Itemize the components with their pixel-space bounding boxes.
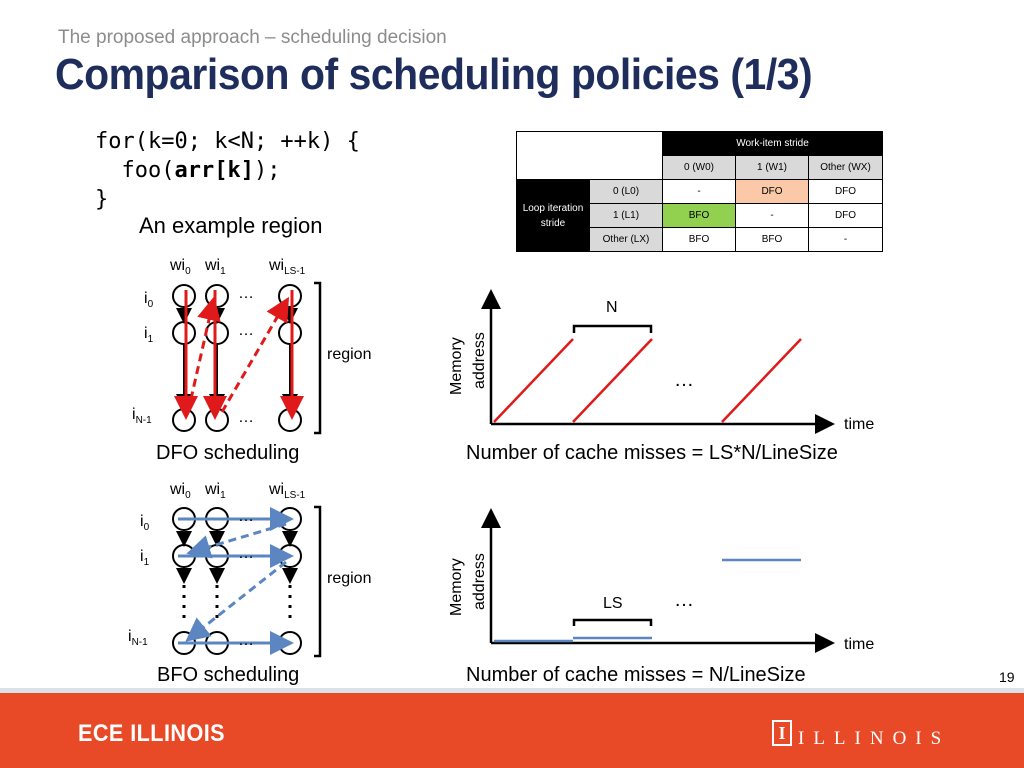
row-header-lx: Other (LX): [589, 227, 663, 252]
bfo-ellipsis: …: [238, 632, 254, 649]
example-caption: An example region: [139, 213, 323, 238]
top-series-segment: [493, 338, 574, 423]
bfo-schedule-arrows: [178, 507, 294, 655]
top-series-segment: [721, 338, 802, 423]
table-corner: [516, 131, 663, 180]
dfo-row-label-i1: i1: [144, 325, 154, 346]
dfo-node: [205, 321, 229, 345]
top-y-label-address: address: [471, 332, 488, 389]
dfo-node: [278, 408, 302, 432]
dfo-schedule-arrows: [174, 290, 304, 420]
slide-subtitle: The proposed approach – scheduling decis…: [58, 27, 447, 48]
bottom-brace: [572, 618, 653, 626]
bottom-plot-ellipsis: …: [674, 589, 694, 611]
code-line-1: for(k=0; k<N; ++k) {: [95, 129, 360, 154]
col-header-w1: 1 (W1): [735, 155, 809, 180]
row-group-header: Loop iteration stride: [516, 179, 590, 252]
dfo-ellipsis: …: [238, 322, 254, 339]
dfo-node: [205, 408, 229, 432]
bottom-y-label-address: address: [471, 553, 488, 610]
top-series-segment: [572, 338, 653, 423]
code-snippet: for(k=0; k<N; ++k) { foo(arr[k]); }: [95, 127, 360, 214]
footer-ece-illinois: ECE ILLINOIS: [78, 720, 226, 747]
cell-l0-w0: -: [662, 179, 736, 204]
dfo-col-label-wi0: wi0: [170, 257, 191, 278]
code-line-2-bold: arr[k]: [174, 158, 254, 183]
bfo-region-label: region: [327, 570, 372, 587]
cell-lx-wx: -: [808, 227, 883, 252]
dfo-region-label: region: [327, 346, 372, 363]
illinois-logo-icon: I: [772, 720, 792, 746]
bfo-row-label-i1: i1: [140, 548, 150, 569]
top-x-label: time: [844, 416, 875, 433]
logo-letter: I: [778, 723, 786, 743]
dfo-node: [172, 284, 196, 308]
stride-table: Work-item stride 0 (W0) 1 (W1) Other (WX…: [516, 131, 883, 252]
code-line-2-post: );: [253, 158, 281, 183]
bottom-y-label-memory: Memory: [448, 558, 465, 616]
cell-lx-w0: BFO: [662, 227, 736, 252]
cell-l1-w1: -: [735, 203, 809, 228]
dfo-node: [205, 284, 229, 308]
bfo-ellipsis: …: [238, 545, 254, 562]
code-line-2-pre: foo(: [95, 158, 175, 183]
bottom-plot: [481, 508, 835, 653]
cell-l0-w1: DFO: [735, 179, 809, 204]
dfo-col-label-wi1: wi1: [205, 257, 226, 278]
col-group-header: Work-item stride: [662, 131, 883, 156]
cell-lx-w1: BFO: [735, 227, 809, 252]
row-header-l0: 0 (L0): [589, 179, 663, 204]
bfo-row-label-in: iN-1: [128, 628, 148, 649]
dfo-ellipsis: …: [238, 409, 254, 426]
dfo-ellipsis: …: [238, 285, 254, 302]
dfo-node: [278, 321, 302, 345]
footer-bar: [0, 693, 1024, 768]
code-line-3: }: [95, 187, 109, 212]
top-brace-label: N: [606, 299, 618, 316]
dfo-col-label-wils: wiLS-1: [269, 257, 306, 278]
dfo-node: [278, 284, 302, 308]
bfo-row-label-i0: i0: [140, 513, 150, 534]
footer-divider: [0, 688, 1024, 693]
bfo-col-label-wi1: wi1: [205, 481, 226, 502]
page-number: 19: [999, 669, 1015, 685]
bfo-ellipsis: …: [238, 508, 254, 525]
dfo-caption: DFO scheduling: [156, 442, 300, 464]
dfo-node: [172, 321, 196, 345]
bfo-col-label-wils: wiLS-1: [269, 481, 306, 502]
top-plot: [481, 289, 835, 434]
top-plot-caption: Number of cache misses = LS*N/LineSize: [466, 442, 838, 464]
bfo-col-label-wi0: wi0: [170, 481, 191, 502]
cell-l0-wx: DFO: [808, 179, 883, 204]
bfo-caption: BFO scheduling: [157, 664, 300, 686]
slide-title: Comparison of scheduling policies (1/3): [55, 50, 813, 99]
bottom-plot-caption: Number of cache misses = N/LineSize: [466, 664, 806, 686]
dfo-row-label-in: iN-1: [132, 406, 152, 427]
bottom-brace-label: LS: [603, 595, 623, 612]
dfo-node: [172, 408, 196, 432]
footer-illinois-wordmark: ILLINOIS: [798, 728, 951, 749]
top-brace: [572, 324, 653, 333]
top-plot-ellipsis: …: [674, 369, 694, 391]
dfo-row-label-i0: i0: [144, 290, 154, 311]
top-y-label-memory: Memory: [448, 337, 465, 395]
bottom-x-label: time: [844, 636, 875, 653]
